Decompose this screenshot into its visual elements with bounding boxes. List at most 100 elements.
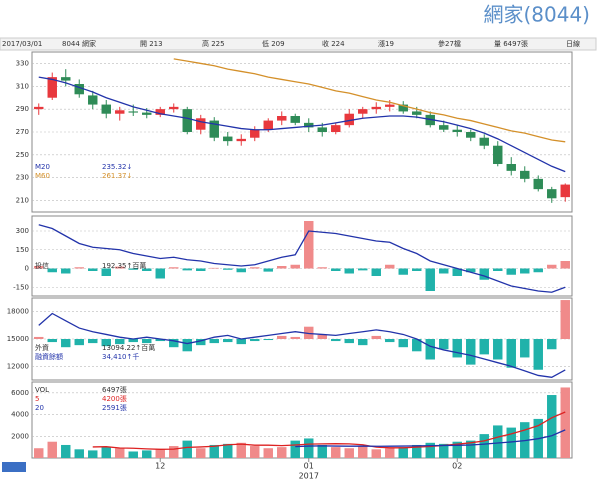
bar xyxy=(34,448,44,458)
bar xyxy=(223,443,233,458)
bar xyxy=(358,446,368,458)
candle-body xyxy=(479,137,489,146)
bar xyxy=(385,339,395,343)
bar xyxy=(371,268,381,276)
bar xyxy=(263,268,273,272)
bar xyxy=(277,266,287,269)
bar xyxy=(250,339,260,342)
x-tick-label: 12 xyxy=(155,462,165,471)
y-tick-label: 270 xyxy=(16,128,29,136)
bar xyxy=(560,387,570,458)
x-tick-label: 02 xyxy=(452,462,462,471)
y-tick-label: 290 xyxy=(16,105,29,113)
bar xyxy=(466,440,476,458)
candle-body xyxy=(560,184,570,198)
bar xyxy=(520,339,530,358)
candle-body xyxy=(236,138,246,142)
bar xyxy=(34,336,44,339)
bar xyxy=(88,268,98,271)
bar xyxy=(466,268,476,273)
bar xyxy=(182,268,192,271)
bar xyxy=(236,268,246,273)
bar xyxy=(236,339,246,345)
header-text: 參27檔 xyxy=(438,39,461,48)
bar xyxy=(560,300,570,339)
bar xyxy=(412,339,422,352)
bar xyxy=(398,447,408,458)
line xyxy=(295,429,566,448)
header-text: 低 209 xyxy=(262,39,285,48)
bar xyxy=(290,336,300,339)
bar xyxy=(479,339,489,355)
bar xyxy=(101,339,111,347)
bar xyxy=(277,447,287,458)
bar xyxy=(331,268,341,271)
bar xyxy=(344,268,354,274)
period-box xyxy=(2,462,26,472)
bar xyxy=(142,339,152,344)
bar xyxy=(439,443,449,458)
bar xyxy=(547,264,557,269)
bar xyxy=(101,268,111,276)
bar xyxy=(452,339,462,358)
y-tick-label: 4000 xyxy=(11,411,29,419)
candle-body xyxy=(155,109,165,115)
candle-body xyxy=(452,129,462,132)
header-text: 量 6497張 xyxy=(494,40,528,48)
bar xyxy=(317,334,327,339)
y-tick-label: 0 xyxy=(25,265,29,273)
line xyxy=(38,312,566,378)
bar xyxy=(128,339,138,343)
bar xyxy=(385,264,395,269)
bar xyxy=(115,339,125,345)
candle-body xyxy=(250,129,260,138)
bar xyxy=(169,267,179,269)
bar xyxy=(506,339,516,368)
legend-name: 投信 xyxy=(35,261,49,270)
bar xyxy=(317,267,327,269)
y-tick-label: 310 xyxy=(16,82,29,90)
bar xyxy=(61,444,71,458)
bar xyxy=(425,442,435,458)
candle-body xyxy=(439,125,449,130)
candle-body xyxy=(61,77,71,81)
bar xyxy=(479,268,489,280)
bar xyxy=(493,268,503,271)
candle-body xyxy=(358,109,368,114)
candle-body xyxy=(209,120,219,138)
bar xyxy=(88,450,98,458)
candle-body xyxy=(331,125,341,132)
candle-body xyxy=(290,116,300,123)
candle-body xyxy=(47,77,57,98)
candle-body xyxy=(385,104,395,107)
bar xyxy=(61,268,71,274)
bar xyxy=(209,444,219,458)
bar xyxy=(74,449,84,458)
legend-name: 外資 xyxy=(35,343,49,352)
line xyxy=(173,58,566,143)
bar xyxy=(344,339,354,344)
bar xyxy=(128,451,138,458)
bar xyxy=(331,447,341,458)
bar xyxy=(209,339,219,344)
bar xyxy=(290,264,300,269)
bar xyxy=(155,339,165,342)
bar xyxy=(412,268,422,271)
bar xyxy=(115,266,125,269)
legend-value: 261.37↓ xyxy=(102,172,132,180)
bar xyxy=(250,267,260,269)
bar xyxy=(479,434,489,458)
candle-body xyxy=(196,118,206,130)
y-tick-label: 150 xyxy=(16,246,29,254)
legend-value: 2591張 xyxy=(102,404,127,412)
bar xyxy=(358,268,368,271)
bar xyxy=(533,268,543,273)
bar xyxy=(493,425,503,458)
line xyxy=(38,76,566,173)
candle-body xyxy=(466,132,476,138)
bar xyxy=(223,268,233,270)
bar xyxy=(223,339,233,343)
bar xyxy=(304,221,314,269)
bar xyxy=(263,339,273,341)
